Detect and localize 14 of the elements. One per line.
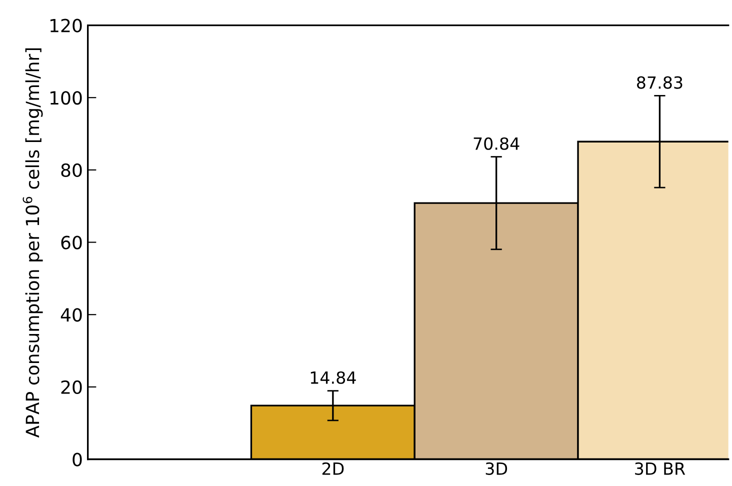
y-tick-label: 40 [60, 308, 82, 322]
x-tick-label: 2D [322, 462, 344, 475]
y-axis-title: APAP consumption per 10$^{6}$ cells [mg/ml/hr] [22, 48, 43, 438]
x-tick-label: 3D [486, 462, 508, 475]
y-tick-label: 20 [61, 380, 82, 394]
data-label: 70.84 [474, 137, 520, 150]
x-tick-label: 3D BR [635, 462, 686, 475]
y-tick-label: 100 [50, 91, 82, 105]
y-tick-label: 80 [61, 163, 82, 178]
data-label: 14.84 [310, 371, 356, 384]
y-tick-label: 120 [50, 18, 82, 32]
y-tick-label: 0 [72, 452, 82, 466]
y-tick-label: 60 [61, 236, 82, 250]
data-label: 87.83 [636, 76, 682, 89]
